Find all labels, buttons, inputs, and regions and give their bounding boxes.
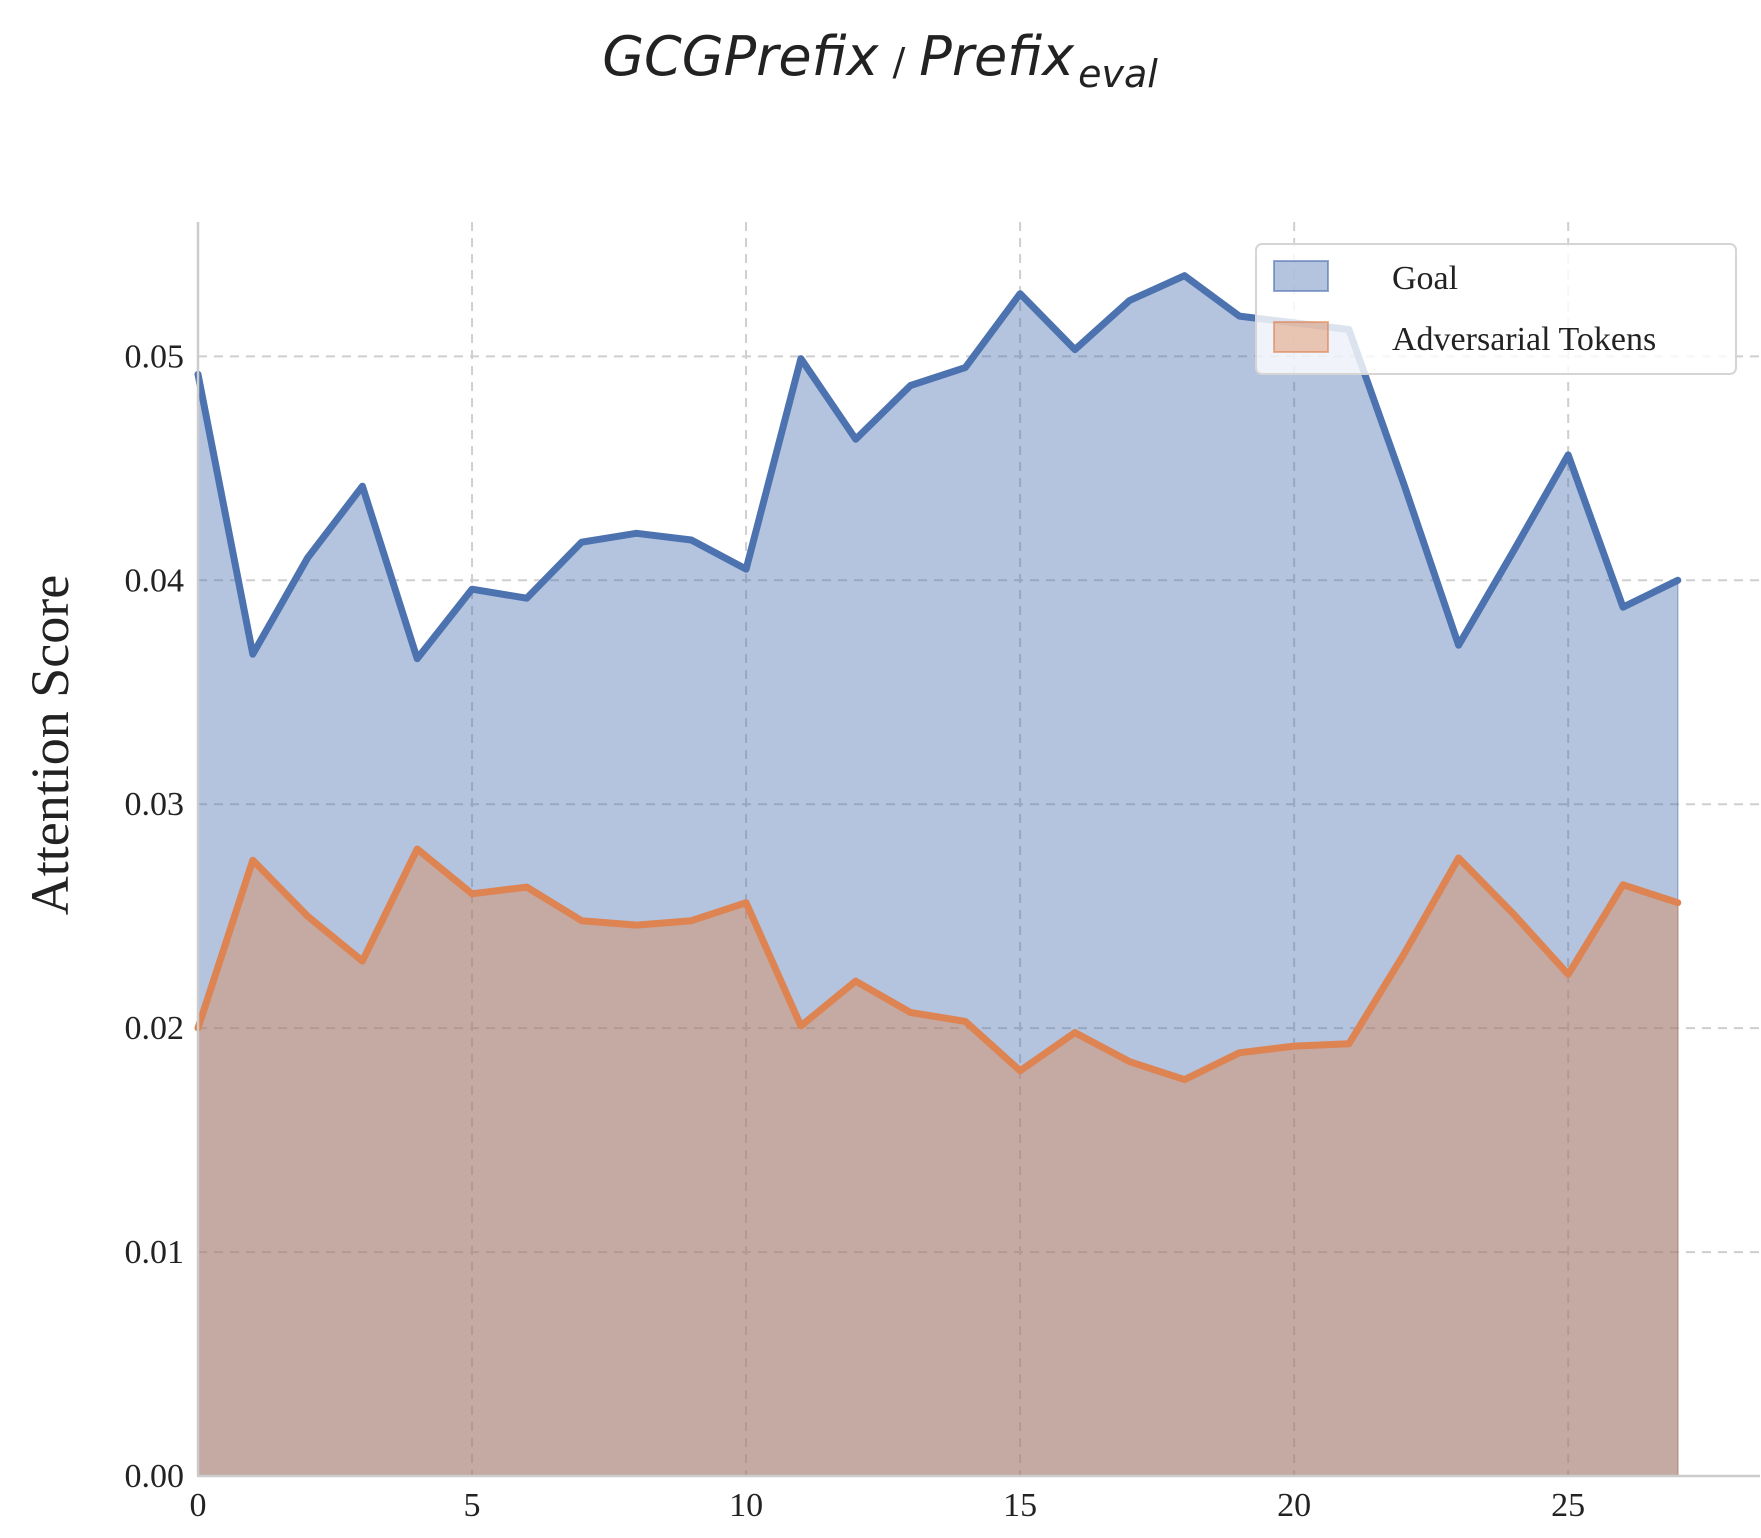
- line-goal: [194, 272, 1682, 663]
- chart-title: GCGPrefix / Prefix eval: [602, 25, 1158, 96]
- y-tick-label-2: 0.02: [125, 1010, 185, 1047]
- x-tick-label-2: 10: [729, 1487, 763, 1524]
- y-tick-label-1: 0.01: [125, 1234, 185, 1271]
- line-adversarial-tokens: [194, 845, 1682, 1084]
- axes-spines: [196, 222, 1760, 1478]
- y-tick-label-0: 0.00: [125, 1458, 185, 1495]
- y-tick-label-5: 0.05: [125, 338, 185, 375]
- title-second: Prefix: [919, 25, 1075, 88]
- x-tick-label-3: 15: [1003, 1487, 1037, 1524]
- legend-swatch-goal: [1273, 260, 1329, 292]
- y-tick-label-3: 0.03: [125, 786, 185, 823]
- y-axis-label: Attention Score: [20, 575, 80, 915]
- x-tick-label-0: 0: [190, 1487, 207, 1524]
- x-tick-label-1: 5: [464, 1487, 481, 1524]
- legend-swatch-adversarial-tokens: [1273, 321, 1329, 353]
- title-subscript: eval: [1078, 52, 1158, 96]
- x-tick-label-5: 25: [1551, 1487, 1585, 1524]
- legend-label-goal: Goal: [1392, 260, 1458, 297]
- plot-lines: [194, 272, 1682, 1084]
- legend: Goal Adversarial Tokens: [1255, 243, 1737, 375]
- legend-frame: [1255, 243, 1737, 375]
- tick-labels: 0.00 0.01 0.02 0.03 0.04 0.05 0 5 10 15 20 25: [125, 338, 1586, 1524]
- legend-label-adversarial-tokens: Adversarial Tokens: [1392, 321, 1656, 358]
- y-tick-label-4: 0.04: [125, 562, 185, 599]
- title-main: GCGPrefix: [602, 25, 879, 88]
- plot-areas: [197, 274, 1679, 1477]
- title-separator: /: [892, 40, 905, 84]
- x-tick-label-4: 20: [1277, 1487, 1311, 1524]
